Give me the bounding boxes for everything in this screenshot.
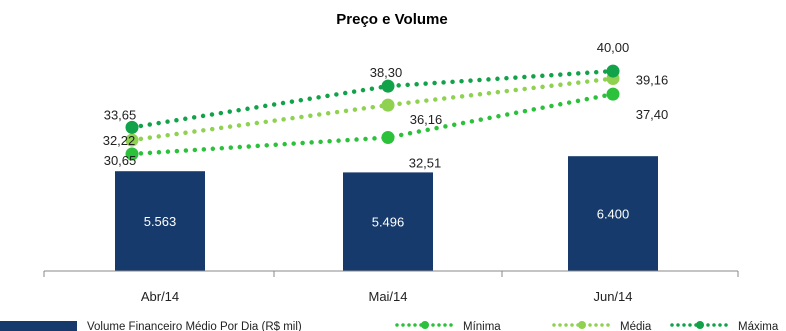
legend-marker: [421, 321, 429, 329]
data-label-minima: 32,51: [409, 156, 442, 171]
point-media-mai-14: [381, 98, 395, 112]
point-media-abr-14: [125, 133, 139, 147]
legend: Volume Financeiro Médio Por Dia (R$ mil)…: [0, 321, 779, 331]
data-label-maxima: 40,00: [597, 40, 630, 55]
legend-swatch-volume: [0, 321, 77, 331]
legend-marker: [578, 321, 586, 329]
legend-label: Mínima: [463, 321, 501, 331]
point-minima-abr-14: [125, 147, 139, 161]
series-minima: 30,65 32,51 37,40: [104, 87, 669, 171]
point-maxima-jun-14: [606, 64, 620, 78]
data-label-media: 32,22: [103, 133, 136, 148]
point-minima-jun-14: [606, 87, 620, 101]
point-maxima-mai-14: [381, 79, 395, 93]
legend-label: Média: [620, 321, 652, 331]
bar-series: 5.563 5.496 6.400: [115, 156, 658, 271]
bar-value-label: 5.496: [372, 215, 405, 230]
data-label-maxima: 38,30: [370, 65, 403, 80]
x-tick-label: Mai/14: [368, 289, 407, 304]
legend-marker: [696, 321, 704, 329]
bar-mai-14: [343, 172, 433, 271]
legend-entry-media: Média: [552, 321, 652, 331]
x-tick-label: Abr/14: [141, 289, 179, 304]
legend-label-volume: Volume Financeiro Médio Por Dia (R$ mil): [87, 321, 302, 331]
series-line-minima: [129, 91, 616, 157]
line-series: 30,65 32,51 37,40 32,22 36,16 39,16 33,65 38,30…: [103, 40, 669, 170]
data-label-maxima: 33,65: [104, 107, 137, 122]
point-minima-mai-14: [381, 131, 395, 145]
series-maxima: 33,65 38,30 40,00: [104, 40, 630, 134]
legend-entry-maxima: Máxima: [670, 321, 779, 331]
bar-value-label: 6.400: [597, 207, 630, 222]
bar-jun-14: [568, 156, 658, 271]
bar-abr-14: [115, 171, 205, 271]
chart-title: Preço e Volume: [336, 11, 447, 28]
legend-entry-minima: Mínima: [395, 321, 501, 331]
data-label-minima: 30,65: [104, 153, 137, 168]
x-axis-ticks: Abr/14 Mai/14 Jun/14: [43, 271, 739, 304]
point-maxima-abr-14: [125, 120, 139, 134]
series-media: 32,22 36,16 39,16: [103, 72, 669, 148]
legend-label: Máxima: [738, 321, 779, 331]
data-label-media: 39,16: [636, 73, 669, 88]
bar-value-label: 5.563: [144, 214, 177, 229]
x-tick-label: Jun/14: [593, 289, 632, 304]
data-label-minima: 37,40: [636, 107, 669, 122]
data-label-media: 36,16: [410, 112, 443, 127]
